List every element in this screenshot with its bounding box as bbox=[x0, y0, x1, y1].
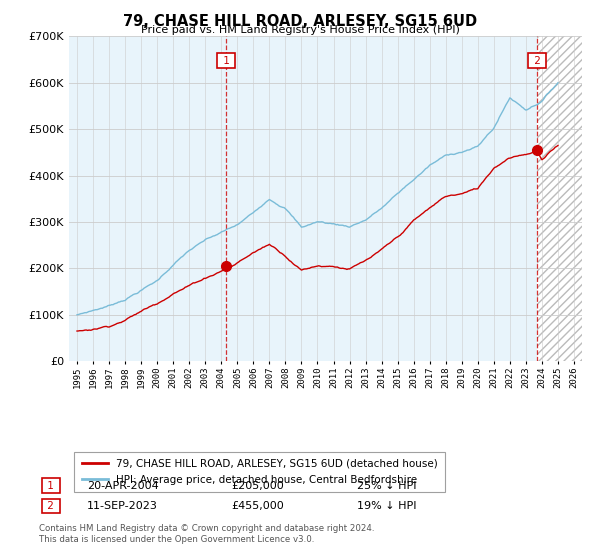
Text: 79, CHASE HILL ROAD, ARLESEY, SG15 6UD: 79, CHASE HILL ROAD, ARLESEY, SG15 6UD bbox=[123, 14, 477, 29]
Text: Price paid vs. HM Land Registry's House Price Index (HPI): Price paid vs. HM Land Registry's House … bbox=[140, 25, 460, 35]
Text: 20-APR-2004: 20-APR-2004 bbox=[87, 480, 159, 491]
Text: 19% ↓ HPI: 19% ↓ HPI bbox=[357, 501, 416, 511]
Text: 2: 2 bbox=[44, 501, 58, 511]
Text: 25% ↓ HPI: 25% ↓ HPI bbox=[357, 480, 416, 491]
Text: 2: 2 bbox=[530, 55, 544, 66]
Text: This data is licensed under the Open Government Licence v3.0.: This data is licensed under the Open Gov… bbox=[39, 535, 314, 544]
Text: Contains HM Land Registry data © Crown copyright and database right 2024.: Contains HM Land Registry data © Crown c… bbox=[39, 524, 374, 533]
Text: 1: 1 bbox=[220, 55, 233, 66]
Text: £455,000: £455,000 bbox=[231, 501, 284, 511]
Text: 1: 1 bbox=[44, 480, 58, 491]
Text: £205,000: £205,000 bbox=[231, 480, 284, 491]
Text: 11-SEP-2023: 11-SEP-2023 bbox=[87, 501, 158, 511]
Legend: 79, CHASE HILL ROAD, ARLESEY, SG15 6UD (detached house), HPI: Average price, det: 79, CHASE HILL ROAD, ARLESEY, SG15 6UD (… bbox=[74, 451, 445, 492]
